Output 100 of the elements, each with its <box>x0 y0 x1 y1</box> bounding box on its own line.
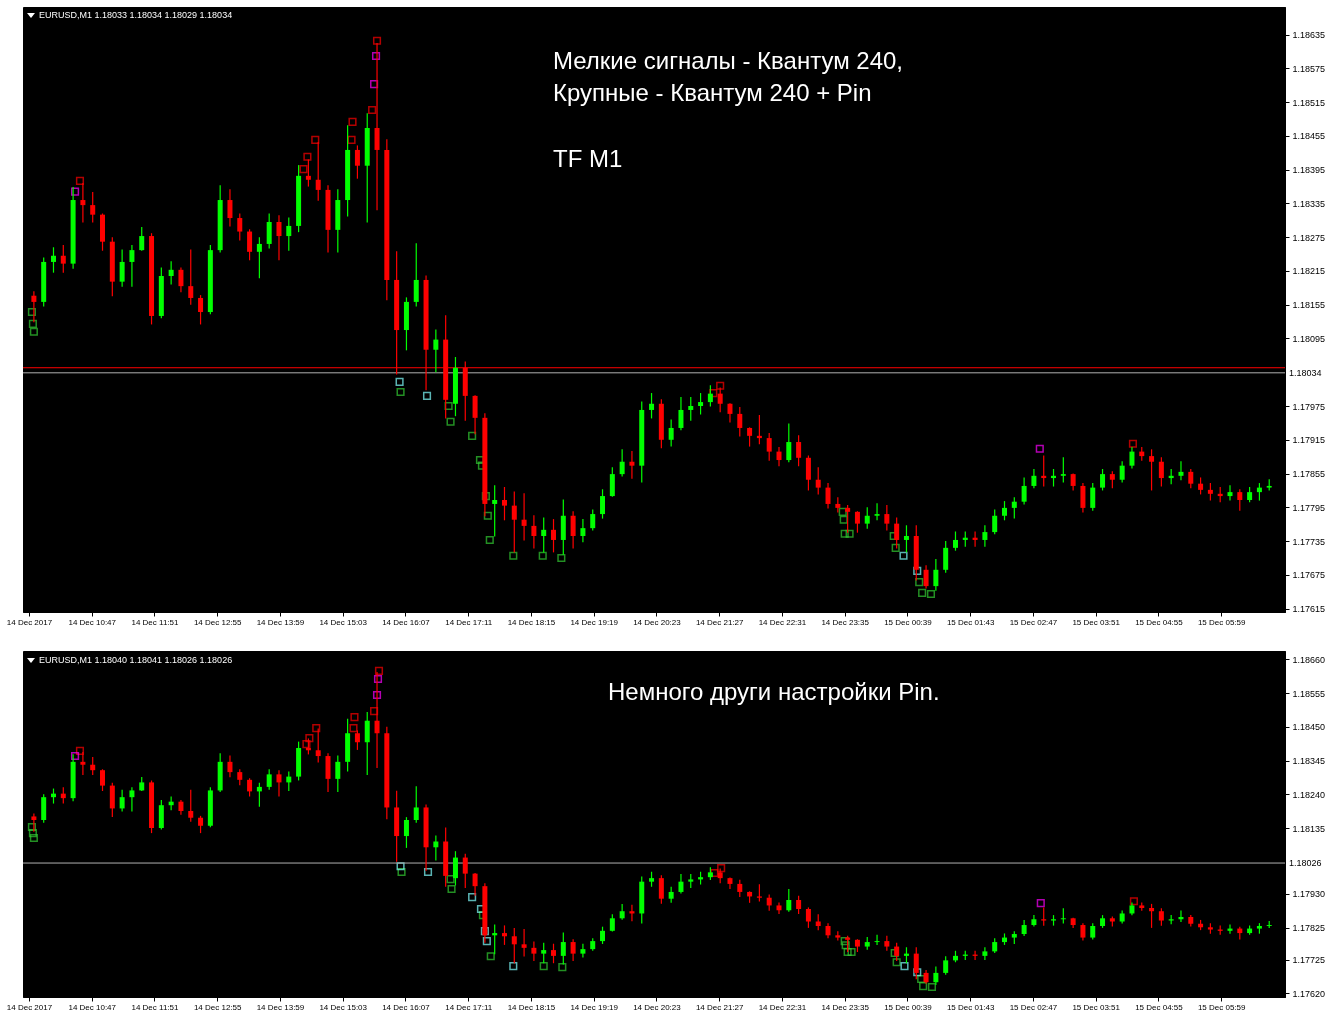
y-tick-label: 1.17975 <box>1292 401 1326 412</box>
x-tick-label: 14 Dec 22:31 <box>758 617 807 627</box>
candlestick <box>805 907 811 928</box>
x-tick-label: 14 Dec 21:27 <box>695 1002 745 1012</box>
y-tick-label: 1.18660 <box>1292 654 1326 665</box>
candlestick <box>413 243 419 307</box>
point <box>373 674 383 684</box>
point <box>482 937 491 946</box>
point <box>486 952 495 961</box>
candlestick <box>668 419 674 447</box>
y-tick-label: 1.18395 <box>1292 165 1326 176</box>
candlestick <box>1149 903 1155 928</box>
point <box>919 982 928 991</box>
point <box>396 387 405 397</box>
candlestick <box>551 519 557 553</box>
candlestick <box>109 782 115 818</box>
candlestick <box>619 449 625 477</box>
point <box>468 431 477 440</box>
point <box>840 937 849 946</box>
candlestick <box>1188 469 1194 489</box>
x-tick-label: 14 Dec 23:35 <box>821 1002 870 1012</box>
annotation: TF M1 <box>553 145 623 172</box>
candlestick <box>492 924 498 955</box>
candlestick <box>1100 469 1106 491</box>
candlestick <box>747 427 753 447</box>
point <box>717 864 726 873</box>
point <box>395 377 404 386</box>
x-tick-label: 14 Dec 16:07 <box>382 1002 431 1012</box>
candlestick <box>100 769 106 792</box>
candlestick <box>41 794 47 823</box>
x-tick-label: 14 Dec 10:47 <box>68 1002 117 1012</box>
x-tick-label: 15 Dec 00:39 <box>884 617 933 627</box>
y-tick-label: 1.18555 <box>1292 688 1326 699</box>
candlestick <box>590 509 596 531</box>
point <box>303 152 312 161</box>
candlestick <box>580 943 586 958</box>
x-tick-label: 14 Dec 15:03 <box>319 1002 368 1012</box>
x-tick-label: 15 Dec 03:51 <box>1072 1002 1121 1012</box>
candlestick <box>580 519 586 543</box>
y-tick-label: 1.18345 <box>1292 756 1326 767</box>
candlestick <box>854 511 860 533</box>
point <box>890 948 899 958</box>
candlestick <box>707 385 713 407</box>
candlestick <box>649 393 655 419</box>
point <box>374 666 384 675</box>
candlestick <box>472 395 478 435</box>
chart-title: EURUSD,M1 1.18033 1.18034 1.18029 1.18034 <box>39 10 233 20</box>
point <box>348 117 357 126</box>
point <box>483 511 492 520</box>
point <box>839 515 848 524</box>
point <box>927 982 937 992</box>
candlestick <box>874 934 880 945</box>
candlestick <box>1031 915 1037 927</box>
point <box>557 553 566 563</box>
candlestick <box>992 509 998 535</box>
candlestick <box>943 541 949 573</box>
chart-title: EURUSD,M1 1.18040 1.18041 1.18026 1.18026 <box>39 655 233 665</box>
point <box>312 724 321 733</box>
point <box>397 867 406 877</box>
candlestick <box>1178 461 1184 481</box>
candlestick <box>256 782 262 807</box>
point <box>509 551 518 560</box>
annotation: Немного други настройки Pin. <box>608 678 940 705</box>
point <box>299 165 308 174</box>
x-tick-label: 14 Dec 20:23 <box>633 617 682 627</box>
point <box>538 551 547 560</box>
candlestick <box>1041 455 1047 487</box>
point <box>350 713 359 722</box>
x-tick-label: 14 Dec 13:59 <box>256 1002 305 1012</box>
candlestick <box>168 261 174 285</box>
point <box>75 176 85 185</box>
point <box>70 187 80 196</box>
candlestick <box>1227 485 1233 501</box>
candlestick <box>325 753 331 792</box>
candlestick <box>609 467 615 497</box>
candlestick <box>698 393 704 415</box>
candlestick <box>1178 910 1184 923</box>
candlestick <box>933 966 939 986</box>
candlestick <box>629 904 635 922</box>
candlestick <box>884 935 890 951</box>
point <box>915 578 924 587</box>
candlestick <box>1060 457 1066 483</box>
point <box>913 566 922 575</box>
point <box>372 690 382 700</box>
point <box>371 51 381 61</box>
point <box>27 822 36 832</box>
point <box>370 707 379 716</box>
x-tick-label: 15 Dec 00:39 <box>884 1002 933 1012</box>
point <box>29 327 38 336</box>
point <box>372 36 382 45</box>
x-tick-label: 14 Dec 11:51 <box>131 1002 180 1012</box>
candlestick <box>727 877 733 890</box>
annotation: Мелкие сигналы - Квантум 240, <box>553 47 904 74</box>
point <box>305 734 314 743</box>
candlestick <box>139 227 145 251</box>
y-tick-label: 1.17675 <box>1292 570 1326 581</box>
candlestick <box>982 525 988 547</box>
candlestick <box>658 875 664 904</box>
point <box>900 962 909 971</box>
x-tick-label: 15 Dec 04:55 <box>1135 1002 1184 1012</box>
